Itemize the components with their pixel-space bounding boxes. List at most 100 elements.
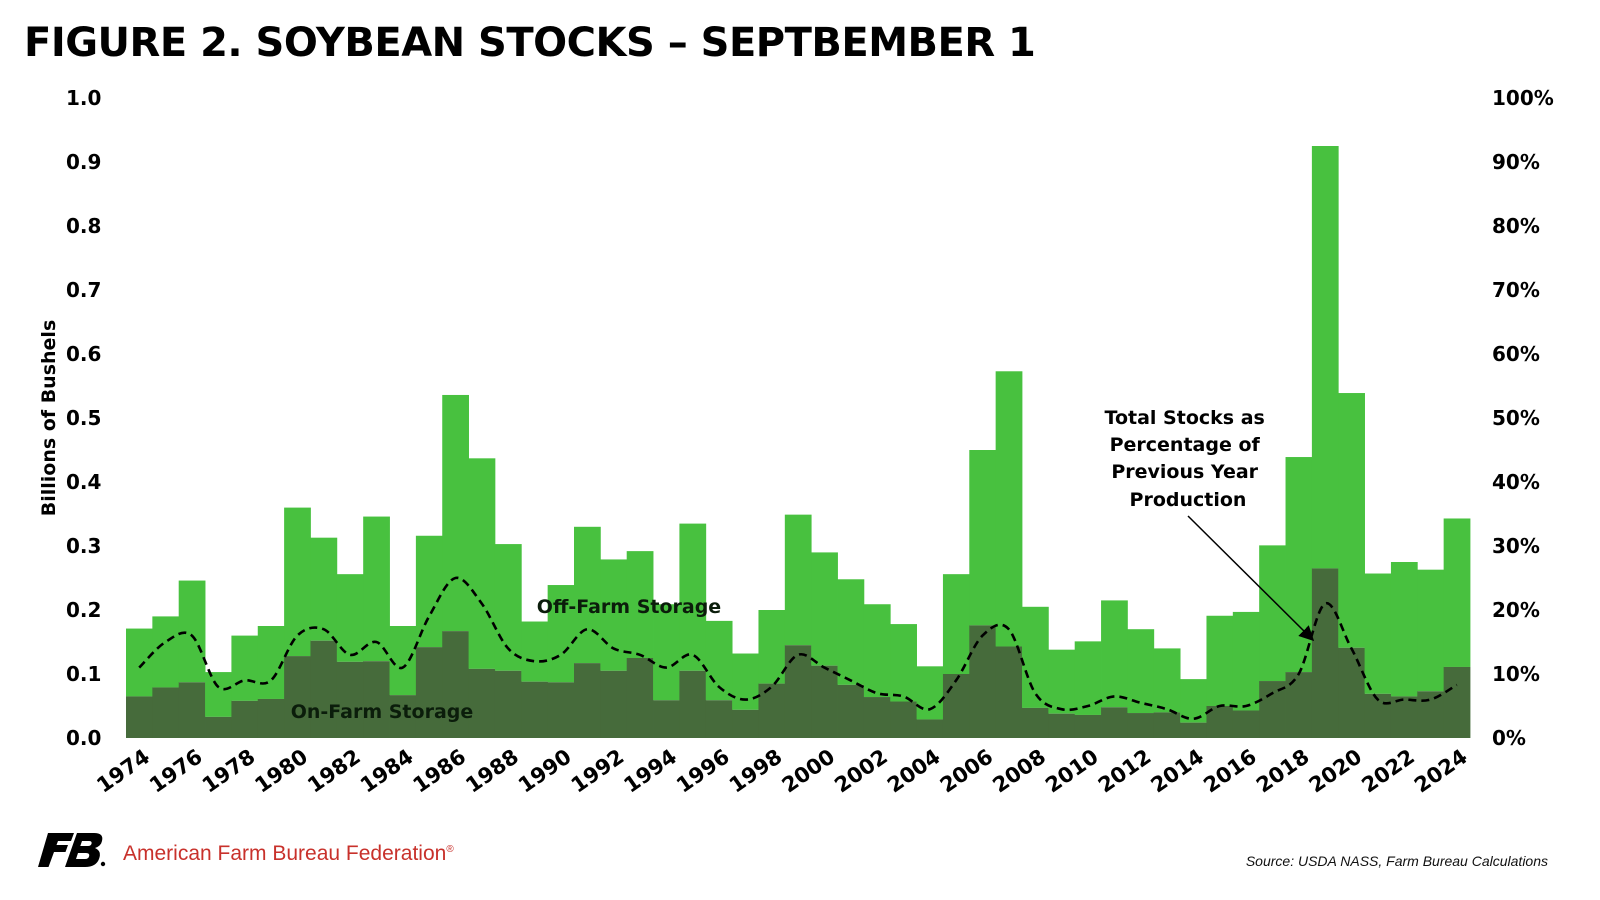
x-tick-label: 1994: [619, 744, 681, 797]
y-tick-label: 1.0: [66, 86, 101, 110]
bar-on-farm-1983: [363, 661, 390, 738]
bar-off-farm-2000: [811, 552, 838, 666]
x-tick-label: 1984: [356, 744, 418, 797]
bar-off-farm-1981: [310, 537, 338, 641]
bar-off-farm-1999: [784, 514, 812, 646]
organization-name: American Farm Bureau Federation®: [123, 842, 454, 866]
bar-on-farm-2004: [916, 719, 944, 738]
bar-off-farm-1984: [389, 626, 417, 696]
x-tick-label: 2018: [1252, 744, 1314, 797]
page-title: FIGURE 2. SOYBEAN STOCKS – SEPTBEMBER 1: [24, 20, 1036, 66]
x-tick-label: 1982: [303, 744, 365, 797]
x-tick-label: 2016: [1199, 744, 1261, 797]
bar-off-farm-2012: [1127, 629, 1155, 714]
bar-on-farm-1991: [574, 663, 601, 738]
y-tick-label: 0.9: [66, 150, 101, 174]
x-tick-label: 1998: [725, 744, 787, 797]
y-tick-label: 0.4: [66, 470, 101, 494]
y-tick-label: 0.7: [66, 278, 101, 302]
bar-off-farm-2019: [1311, 146, 1339, 569]
bar-off-farm-1975: [152, 616, 180, 688]
x-tick-label: 2020: [1305, 744, 1367, 797]
bar-on-farm-1976: [178, 682, 206, 738]
y-tick-label: 0.6: [66, 342, 101, 366]
bars-layer: [126, 146, 1471, 738]
bar-off-farm-1979: [257, 626, 285, 699]
x-tick-label: 1988: [461, 744, 523, 797]
bar-on-farm-2011: [1101, 707, 1128, 738]
bar-on-farm-2016: [1232, 710, 1260, 738]
x-tick-label: 2000: [778, 744, 840, 797]
bar-on-farm-2000: [811, 665, 838, 738]
bar-off-farm-1985: [415, 535, 443, 648]
annotation-arrow: [1187, 515, 1315, 642]
bar-off-farm-1986: [442, 394, 469, 632]
line-annotation-line-3: Previous Year: [1111, 461, 1258, 483]
bar-off-farm-2024: [1443, 518, 1471, 667]
y-tick-label: 0.0: [66, 726, 101, 750]
y2-tick-label: 100%: [1492, 86, 1554, 110]
bar-off-farm-2021: [1364, 573, 1392, 694]
bar-off-farm-2010: [1074, 641, 1102, 715]
x-tick-label: 2022: [1357, 744, 1419, 797]
y-tick-label: 0.8: [66, 214, 101, 238]
bar-on-farm-2020: [1338, 647, 1365, 738]
y-tick-label: 0.1: [66, 662, 101, 686]
bar-off-farm-2006: [969, 450, 997, 626]
x-tick-label: 1974: [92, 744, 154, 797]
on-farm-storage-label: On-Farm Storage: [291, 701, 474, 723]
bar-off-farm-1994: [653, 604, 680, 701]
bar-on-farm-1992: [600, 670, 628, 738]
bar-on-farm-1975: [152, 687, 180, 738]
bar-on-farm-2019: [1311, 568, 1339, 738]
x-tick-label: 1976: [145, 744, 207, 797]
bar-off-farm-2022: [1390, 562, 1418, 697]
bar-off-farm-2009: [1048, 649, 1076, 714]
bar-on-farm-2003: [890, 701, 917, 738]
bar-on-farm-1984: [389, 695, 417, 738]
bar-off-farm-1995: [679, 523, 707, 671]
x-tick-label: 1978: [198, 744, 260, 797]
bar-off-farm-2023: [1417, 569, 1445, 692]
bar-on-farm-1989: [521, 681, 549, 738]
y-tick-label: 0.3: [66, 534, 101, 558]
bar-off-farm-1992: [600, 559, 628, 671]
bar-on-farm-1997: [732, 709, 759, 738]
y2-tick-label: 40%: [1492, 470, 1540, 494]
bar-off-farm-1978: [231, 635, 259, 701]
y-tick-label: 0.5: [66, 406, 101, 430]
bar-off-farm-2007: [995, 371, 1023, 647]
bar-on-farm-1974: [126, 696, 153, 738]
x-tick-label: 2024: [1410, 744, 1472, 797]
bar-on-farm-2008: [1022, 707, 1049, 738]
bar-off-farm-1989: [521, 621, 549, 682]
x-tick-label: 1992: [567, 744, 629, 797]
y2-tick-label: 70%: [1492, 278, 1540, 302]
bar-on-farm-1986: [442, 631, 469, 738]
bar-off-farm-1997: [732, 653, 759, 710]
bar-off-farm-1983: [363, 516, 390, 662]
bar-on-farm-1977: [205, 716, 232, 738]
bar-on-farm-1990: [547, 682, 575, 738]
bar-off-farm-1993: [626, 551, 654, 658]
x-tick-label: 2014: [1147, 744, 1209, 797]
bar-off-farm-2013: [1153, 648, 1181, 713]
bar-off-farm-2004: [916, 666, 944, 720]
bar-off-farm-2018: [1285, 457, 1313, 673]
bar-on-farm-2006: [969, 625, 997, 738]
bar-off-farm-1976: [178, 580, 206, 683]
bar-on-farm-2010: [1074, 714, 1102, 738]
bar-on-farm-2013: [1153, 712, 1181, 738]
bar-on-farm-1993: [626, 658, 654, 738]
bar-off-farm-1990: [547, 585, 575, 683]
y-axis-title: Billions of Bushels: [38, 320, 60, 517]
bar-off-farm-2014: [1180, 679, 1207, 723]
bar-on-farm-1985: [415, 647, 443, 738]
bar-on-farm-2024: [1443, 666, 1471, 738]
bar-off-farm-1991: [574, 526, 601, 664]
bar-off-farm-1988: [494, 544, 522, 671]
bar-on-farm-2014: [1180, 722, 1207, 738]
x-tick-label: 2006: [936, 744, 998, 797]
bar-on-farm-2005: [942, 674, 970, 738]
